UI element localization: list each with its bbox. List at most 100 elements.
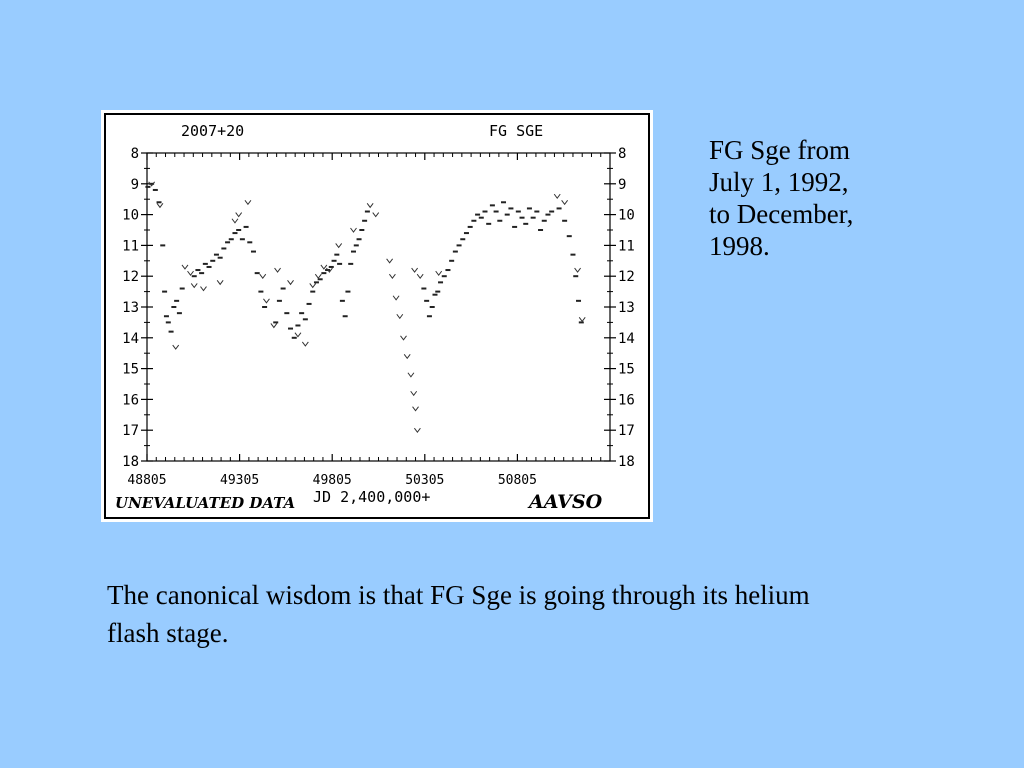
observation-point xyxy=(460,238,466,241)
observation-point xyxy=(424,299,430,302)
observation-point xyxy=(288,327,294,330)
observation-point xyxy=(156,201,162,204)
observation-point xyxy=(570,253,576,256)
upper-limit-mark xyxy=(309,283,317,289)
upper-limit-mark xyxy=(244,199,252,206)
upper-limit-mark xyxy=(413,427,421,434)
upper-limit-mark xyxy=(148,181,156,187)
observation-point xyxy=(515,210,521,213)
observation-point xyxy=(149,182,155,185)
observation-point xyxy=(566,235,572,238)
observation-point xyxy=(445,269,451,272)
observation-point xyxy=(232,232,238,235)
observation-point xyxy=(512,225,518,228)
upper-limit-mark xyxy=(294,332,302,338)
y-tick-label-left: 18 xyxy=(122,454,139,470)
observation-point xyxy=(493,210,499,213)
observation-point xyxy=(291,336,297,339)
upper-limit-mark xyxy=(400,335,407,341)
chart-title-right: FG SGE xyxy=(489,122,543,140)
observation-point xyxy=(350,250,356,253)
y-tick-label-right: 14 xyxy=(618,331,635,347)
observation-point xyxy=(276,299,282,302)
observation-point xyxy=(239,238,245,241)
observation-point xyxy=(452,250,458,253)
y-tick-label-right: 10 xyxy=(618,208,635,224)
data-points xyxy=(145,181,586,434)
chart-title-left: 2007+20 xyxy=(181,122,244,140)
upper-limit-mark xyxy=(259,273,267,280)
observation-point xyxy=(299,312,305,315)
observation-point xyxy=(519,216,525,219)
observation-point xyxy=(210,259,216,262)
observation-point xyxy=(534,210,540,213)
observation-point xyxy=(421,287,427,290)
observation-point xyxy=(236,229,242,231)
upper-limit-mark xyxy=(314,273,322,280)
observation-point xyxy=(562,219,568,222)
observation-point xyxy=(334,253,340,256)
observation-point xyxy=(174,299,180,302)
upper-limit-mark xyxy=(396,313,404,320)
upper-limit-mark xyxy=(301,341,309,347)
observation-point xyxy=(328,265,334,268)
y-tick-label-right: 12 xyxy=(618,269,635,285)
observation-point xyxy=(348,262,354,265)
y-tick-label-left: 11 xyxy=(122,238,139,254)
upper-limit-mark xyxy=(388,273,396,280)
y-tick-label-right: 17 xyxy=(618,423,635,439)
observation-point xyxy=(176,312,182,315)
upper-limit-mark xyxy=(326,267,333,273)
footer-label-right: AAVSO xyxy=(527,491,603,513)
observation-point xyxy=(165,321,171,324)
upper-limit-mark xyxy=(407,372,415,378)
observation-point xyxy=(578,321,584,324)
observation-point xyxy=(541,219,547,222)
upper-limit-mark xyxy=(274,267,281,273)
upper-limit-mark xyxy=(386,258,394,264)
observation-point xyxy=(463,232,469,235)
y-tick-label-left: 8 xyxy=(131,146,139,162)
upper-limit-mark xyxy=(392,295,400,301)
observation-point xyxy=(258,290,264,293)
observation-point xyxy=(306,302,312,305)
observation-point xyxy=(526,207,532,210)
upper-limit-mark xyxy=(270,323,278,329)
upper-limit-mark xyxy=(235,212,243,218)
observation-point xyxy=(573,275,579,278)
observation-point xyxy=(523,222,529,225)
observation-point xyxy=(280,287,286,290)
upper-limit-mark xyxy=(411,267,419,273)
x-tick-label: 50805 xyxy=(498,473,537,488)
y-tick-label-left: 10 xyxy=(122,208,139,224)
observation-point xyxy=(317,278,323,281)
y-tick-label-left: 13 xyxy=(122,300,139,316)
observation-point xyxy=(339,299,345,302)
upper-limit-mark xyxy=(410,390,418,397)
observation-point xyxy=(478,216,484,219)
observation-point xyxy=(213,253,219,256)
observation-point xyxy=(195,269,201,272)
observation-point xyxy=(225,241,231,244)
observation-point xyxy=(426,315,432,318)
observation-point xyxy=(152,188,158,191)
observation-point xyxy=(497,219,503,222)
observation-point xyxy=(449,259,455,262)
observation-point xyxy=(482,210,488,213)
upper-limit-mark xyxy=(372,212,380,218)
observation-point xyxy=(359,229,365,231)
chart-svg: 2007+20 FG SGE 48805 49305 49805 50305 50805… xyxy=(104,113,650,519)
observation-point xyxy=(284,312,290,315)
y-tick-label-right: 18 xyxy=(618,454,635,470)
observation-point xyxy=(202,262,208,265)
observation-point xyxy=(191,275,197,278)
observation-point xyxy=(504,213,510,216)
y-tick-label-left: 14 xyxy=(122,331,139,347)
y-tick-label-right: 11 xyxy=(618,238,635,254)
upper-limit-mark xyxy=(335,243,343,249)
upper-limit-mark xyxy=(287,280,294,286)
observation-point xyxy=(221,247,227,250)
observation-point xyxy=(438,281,444,284)
upper-limit-mark xyxy=(403,353,411,360)
observation-point xyxy=(364,210,370,213)
